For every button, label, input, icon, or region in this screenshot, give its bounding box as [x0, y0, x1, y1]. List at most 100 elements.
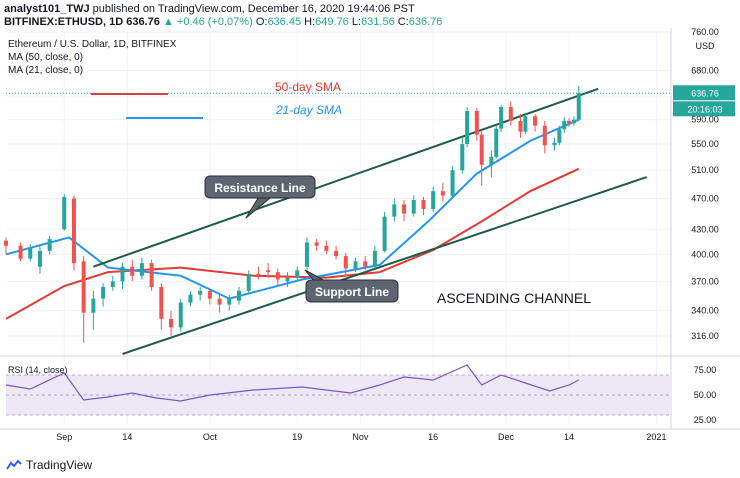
candle-body	[518, 120, 523, 132]
candle-body	[149, 263, 154, 288]
candle-body	[178, 302, 183, 328]
candle	[431, 186, 436, 213]
candle	[411, 195, 416, 217]
candle-body	[91, 298, 96, 313]
last-price-box-label: 636.76	[691, 88, 719, 98]
support-trendline	[122, 176, 648, 355]
candle	[217, 294, 222, 313]
author[interactable]: analyst101_TWJ	[4, 3, 90, 15]
candle-body	[188, 294, 193, 303]
price-boxes: 636.76 20:16:03	[6, 85, 735, 117]
rsi-tick-label: 75.00	[694, 365, 717, 375]
time-tick-label: Oct	[203, 432, 218, 442]
candle-body	[567, 120, 572, 124]
candle-body	[295, 270, 300, 278]
candle-body	[479, 134, 484, 165]
price-change: ▲ +0.46 (+0.07%)	[162, 16, 253, 28]
candle-body	[343, 256, 348, 269]
candle	[91, 290, 96, 330]
ma50-line	[5, 167, 580, 320]
candle	[533, 113, 538, 132]
candle	[402, 199, 407, 222]
rsi-tick-label: 25.00	[694, 415, 717, 425]
legend-ma21: MA (21, close, 0)	[8, 65, 83, 76]
candle-body	[474, 111, 479, 135]
candle	[465, 107, 470, 148]
price-tick-label: 550.00	[691, 139, 719, 149]
candle-body	[334, 250, 339, 257]
candle	[266, 263, 271, 278]
candle-body	[101, 287, 106, 299]
pane-borders	[0, 28, 740, 430]
candle-body	[256, 273, 261, 276]
candle-body	[450, 170, 455, 196]
candle-body	[217, 298, 222, 305]
time-tick-label: 14	[564, 432, 574, 442]
rsi-line	[5, 364, 580, 402]
candle-body	[159, 287, 164, 319]
candle-body	[353, 261, 358, 269]
support-label-box	[305, 279, 399, 303]
candle-body	[557, 129, 562, 143]
candle	[285, 272, 290, 288]
candle-body	[28, 247, 33, 259]
open-label: O:	[255, 16, 268, 28]
candle-body	[4, 240, 8, 246]
candle	[178, 298, 183, 332]
resistance-trendline	[93, 87, 599, 268]
candle	[508, 101, 513, 126]
candle	[324, 240, 329, 255]
candle	[198, 287, 203, 301]
time-tick-label: 16	[428, 432, 438, 442]
candle	[159, 283, 164, 330]
high-label: H:	[304, 16, 316, 28]
candle	[101, 283, 106, 307]
candle	[499, 104, 504, 132]
candle-body	[139, 263, 144, 276]
candle-body	[499, 107, 504, 129]
candle-body	[508, 107, 513, 121]
footer: TradingView	[6, 458, 92, 472]
candle-body	[382, 216, 387, 251]
last-price: 636.76	[126, 16, 160, 28]
candle	[62, 194, 67, 231]
candle	[392, 198, 397, 222]
candle-body	[246, 273, 251, 291]
candle	[139, 257, 144, 280]
candle-body	[314, 242, 319, 246]
rsi-label: RSI (14, close)	[8, 365, 68, 375]
candle-body	[18, 245, 23, 259]
legend-title: Ethereum / U.S. Dollar, 1D, BITFINEX	[8, 39, 177, 50]
countdown-label: 20:16:03	[687, 104, 722, 114]
candle	[149, 259, 154, 291]
candle-body	[411, 199, 416, 214]
candle-body	[207, 290, 212, 299]
candle	[372, 245, 377, 269]
candle	[47, 235, 52, 255]
candle	[236, 287, 241, 305]
price-tick-label: 510.00	[691, 165, 719, 175]
candle	[343, 252, 348, 276]
candle	[169, 310, 174, 337]
time-tick-label: 14	[122, 432, 132, 442]
candle	[518, 113, 523, 138]
price-tick-label: 680.00	[691, 66, 719, 76]
candle-body	[47, 239, 52, 251]
candle-body	[431, 191, 436, 209]
ma21-line	[5, 118, 580, 300]
ohlc-header: BITFINEX:ETHUSD, 1D 636.76 ▲ +0.46 (+0.0…	[4, 16, 442, 28]
candle-body	[571, 119, 576, 124]
candle	[489, 150, 494, 178]
candle-body	[169, 318, 174, 328]
candle	[571, 116, 576, 126]
tradingview-brand[interactable]: TradingView	[26, 458, 93, 472]
axes: 760.00680.00630.00590.00550.00510.00470.…	[56, 27, 719, 442]
candle	[275, 268, 280, 286]
candle	[523, 112, 528, 135]
candle-body	[421, 199, 426, 209]
time-tick-label: Dec	[498, 432, 515, 442]
candle-body	[266, 270, 271, 273]
price-tick-label: 370.00	[691, 276, 719, 286]
candle-body	[542, 125, 547, 146]
